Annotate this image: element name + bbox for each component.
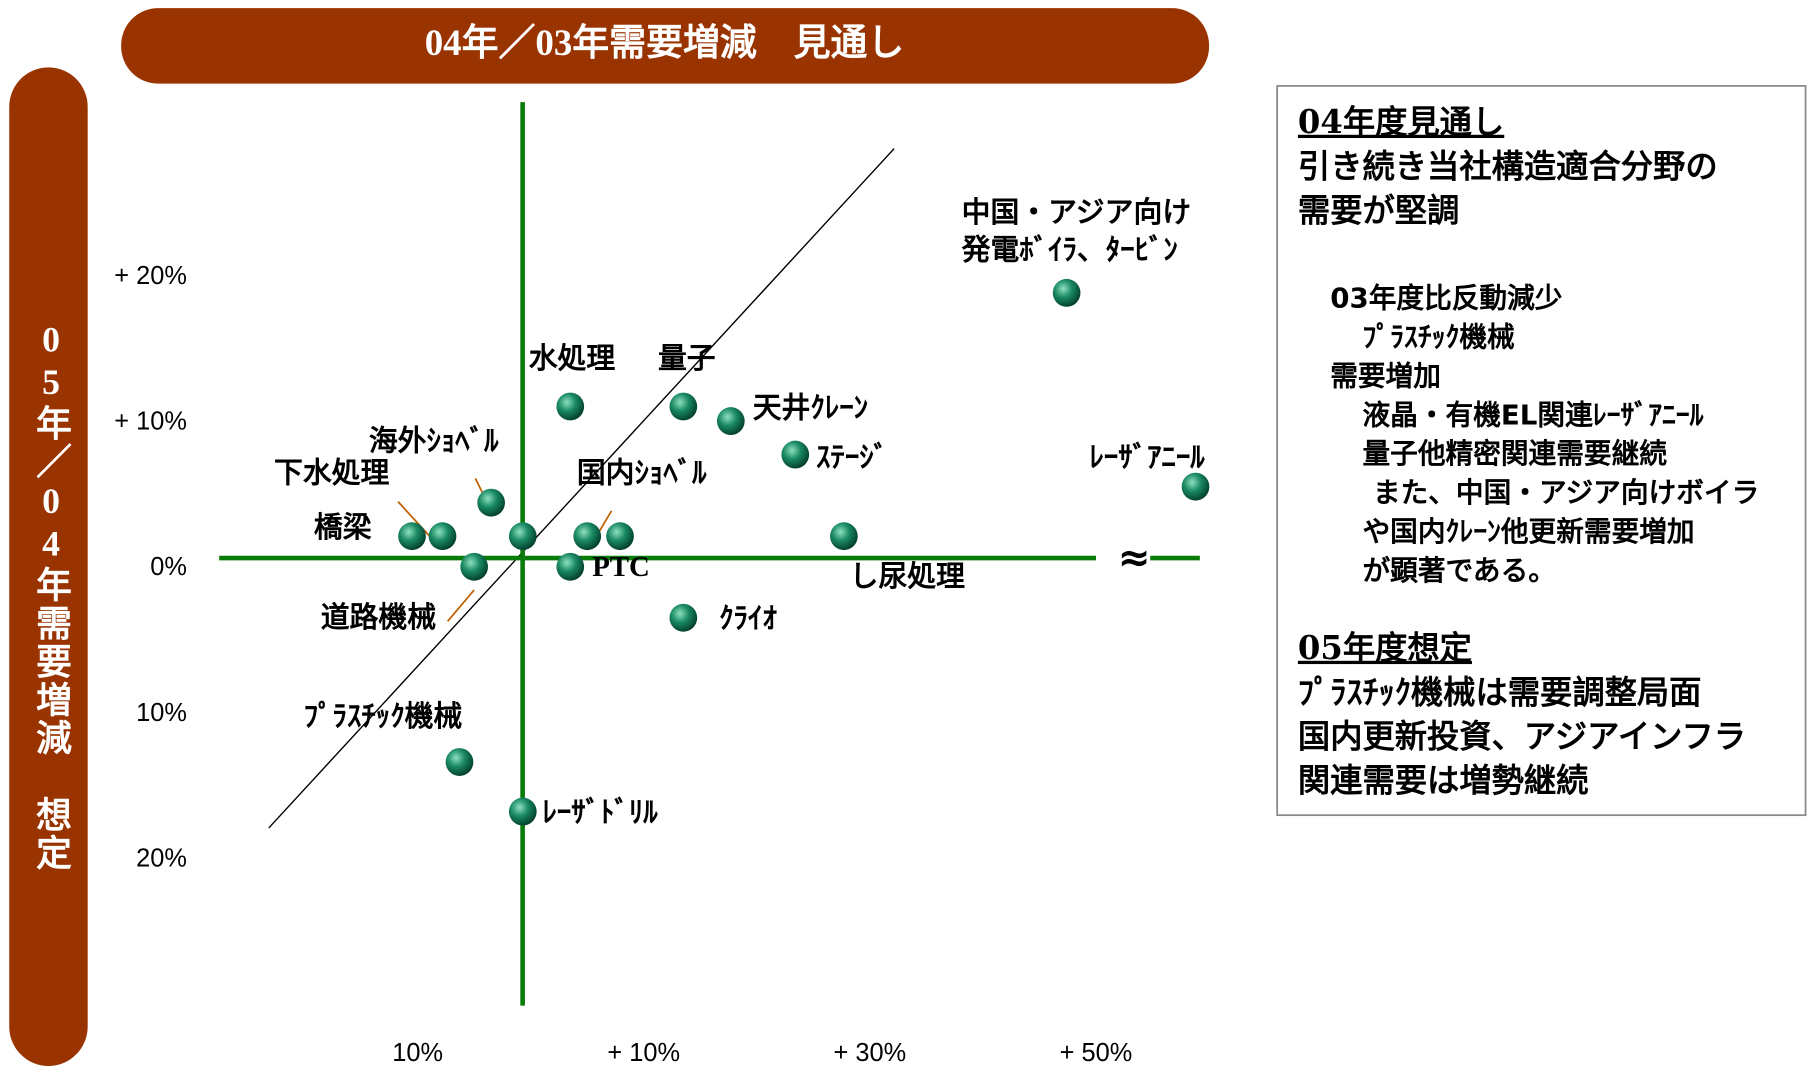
panel-heading: 05年度想定 — [1298, 629, 1473, 667]
data-point — [508, 522, 537, 551]
point-label: 下水処理 — [274, 456, 389, 490]
panel-text: 引き続き当社構造適合分野の — [1298, 147, 1718, 185]
point-label: し尿処理 — [850, 559, 965, 593]
data-point — [508, 797, 537, 826]
data-point — [781, 440, 810, 469]
point-label: ﾚｰｻﾞｱﾆｰﾙ — [1089, 440, 1205, 474]
x-tick-label: + 10% — [607, 1039, 680, 1066]
point-label: PTC — [592, 551, 650, 583]
panel-detail: また、中国・アジア向けボイラ — [1373, 476, 1759, 509]
y-axis-label: 05年／04年需要増減 想定 — [31, 319, 72, 872]
panel-heading: 04年度見通し — [1298, 103, 1504, 141]
y-tick-label: 20% — [136, 845, 187, 873]
point-label: 量子 — [658, 341, 716, 375]
data-point — [1052, 278, 1081, 307]
chart-title: 04年／03年需要増減 見通し — [425, 22, 905, 64]
data-point — [556, 392, 585, 421]
panel-text: ﾌﾟﾗｽﾁｯｸ機械は需要調整局面 — [1298, 673, 1702, 711]
point-label: ﾌﾟﾗｽﾁｯｸ機械 — [304, 699, 463, 733]
panel-text: 需要が堅調 — [1298, 191, 1459, 229]
panel-detail: が顕著である。 — [1363, 554, 1556, 587]
data-point — [445, 748, 474, 776]
panel-text: 国内更新投資、アジアインフラ — [1298, 717, 1746, 755]
point-label: ｸﾗｲｵ — [719, 601, 777, 635]
data-point — [830, 522, 858, 551]
data-point — [460, 552, 489, 581]
y-axis-banner — [9, 67, 88, 1066]
point-label: 国内ｼｮﾍﾞﾙ — [577, 456, 707, 490]
point-label: ﾚｰｻﾞﾄﾞﾘﾙ — [542, 795, 658, 829]
panel-text: 関連需要は増勢継続 — [1298, 762, 1589, 800]
data-point — [556, 552, 585, 581]
note-panel — [1276, 85, 1807, 817]
panel-detail: 需要増加 — [1330, 359, 1441, 392]
y-tick-label: + 10% — [114, 407, 187, 435]
title-banner — [121, 8, 1210, 84]
panel-detail: 03年度比反動減少 — [1330, 282, 1562, 315]
point-label: 水処理 — [529, 341, 616, 375]
y-tick-label: + 20% — [114, 262, 187, 290]
point-label: 天井ｸﾚｰﾝ — [753, 390, 868, 424]
data-point — [428, 522, 457, 551]
y-tick-label: 0% — [150, 553, 187, 581]
panel-detail: や国内ｸﾚｰﾝ他更新需要増加 — [1363, 515, 1695, 548]
leader-line — [446, 589, 475, 622]
point-label: 道路機械 — [321, 600, 436, 634]
data-point — [573, 522, 602, 551]
data-point — [606, 522, 634, 551]
data-point — [1181, 472, 1210, 501]
point-label: 中国・アジア向け発電ﾎﾞｲﾗ、ﾀｰﾋﾞﾝ — [961, 195, 1191, 267]
diagonal-line — [268, 148, 895, 829]
data-point — [477, 488, 505, 517]
point-label: 海外ｼｮﾍﾞﾙ — [369, 423, 499, 457]
data-point — [669, 603, 698, 632]
x-tick-label: + 30% — [834, 1039, 907, 1066]
axis-break: ≈ — [1118, 535, 1151, 581]
x-tick-label: + 50% — [1060, 1039, 1133, 1066]
point-label: 橋梁 — [314, 510, 372, 544]
y-tick-label: 10% — [136, 699, 187, 727]
data-point — [669, 392, 698, 421]
data-point — [716, 407, 745, 436]
panel-detail: 量子他精密関連需要継続 — [1363, 437, 1668, 470]
point-label: ｽﾃｰｼﾞ — [816, 440, 888, 474]
x-tick-label: 10% — [392, 1039, 443, 1066]
panel-detail: 液晶・有機EL関連ﾚｰｻﾞｱﾆｰﾙ — [1363, 398, 1704, 431]
data-point — [398, 522, 426, 551]
panel-detail: ﾌﾟﾗｽﾁｯｸ機械 — [1363, 320, 1515, 353]
